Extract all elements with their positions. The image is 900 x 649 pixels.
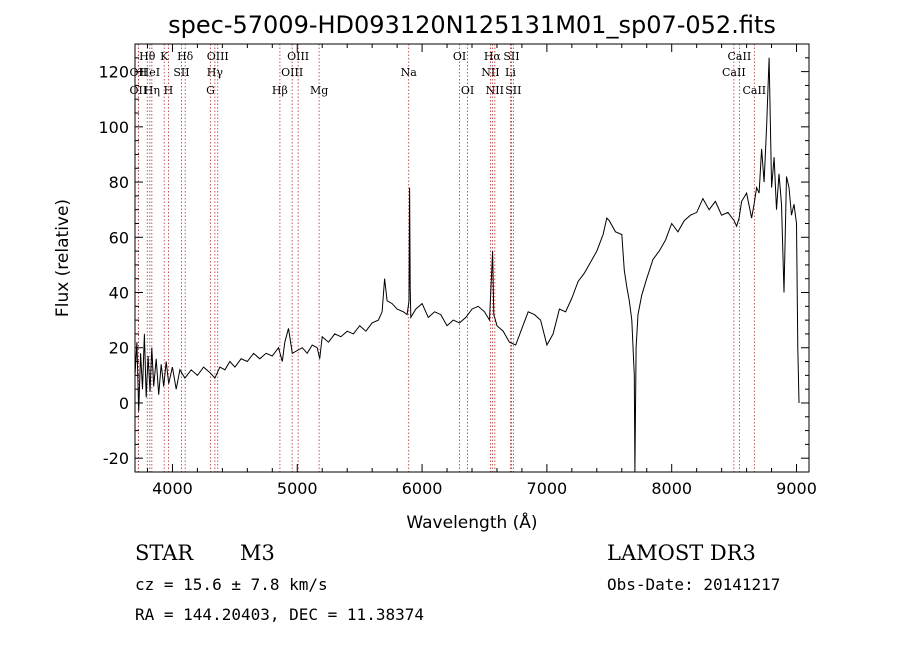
- line-label-13: OIII: [287, 50, 309, 63]
- line-label-27: CaII: [742, 84, 766, 97]
- line-label-21: NII: [486, 84, 504, 97]
- line-label-12: Hβ: [272, 84, 288, 97]
- subclass: M3: [240, 541, 275, 565]
- y-tick-label-7: 120: [98, 63, 129, 82]
- line-label-15: Mg: [310, 84, 328, 97]
- x-tick-label-3: 7000: [527, 479, 568, 498]
- line-label-19: Hα: [484, 50, 502, 63]
- x-tick-label-1: 5000: [277, 479, 318, 498]
- survey-name: LAMOST DR3: [607, 541, 756, 565]
- line-markers: [137, 44, 755, 472]
- x-axis-ticks: 4000 5000 6000 7000 8000 9000: [146, 44, 817, 498]
- line-label-6: H: [164, 84, 174, 97]
- line-label-22: SII: [503, 50, 519, 63]
- line-label-2: OII: [130, 84, 148, 97]
- coordinates: RA = 144.20403, DEC = 11.38374: [135, 605, 424, 624]
- line-label-0: Hθ: [139, 50, 156, 63]
- line-label-17: OI: [453, 50, 466, 63]
- line-label-11: G: [206, 84, 215, 97]
- y-axis-ticks: -20 0 20 40 60 80 100 120: [98, 57, 809, 468]
- line-label-20: NII: [481, 66, 499, 79]
- line-label-25: CaII: [728, 50, 752, 63]
- y-tick-label-1: 0: [119, 394, 129, 413]
- x-tick-label-5: 9000: [776, 479, 817, 498]
- line-label-10: Hγ: [207, 66, 224, 79]
- spectrum-line: [134, 57, 800, 473]
- x-tick-label-2: 6000: [402, 479, 443, 498]
- x-tick-label-4: 8000: [651, 479, 692, 498]
- y-tick-label-0: -20: [103, 449, 129, 468]
- x-tick-label-0: 4000: [152, 479, 193, 498]
- line-label-14: OIII: [281, 66, 303, 79]
- line-label-18: OI: [461, 84, 474, 97]
- line-label-23: Li: [505, 66, 516, 79]
- obs-date: Obs-Date: 20141217: [607, 575, 780, 594]
- line-label-4: Hη: [144, 84, 160, 97]
- redshift-info: cz = 15.6 ± 7.8 km/s: [135, 575, 328, 594]
- object-class: STAR: [135, 541, 194, 565]
- y-tick-label-6: 100: [98, 118, 129, 137]
- line-label-9: OIII: [207, 50, 229, 63]
- line-label-1: OII: [130, 66, 148, 79]
- y-axis-label: Flux (relative): [53, 199, 73, 317]
- y-tick-label-4: 60: [109, 228, 129, 247]
- line-label-24: SII: [505, 84, 521, 97]
- y-tick-label-2: 20: [109, 339, 129, 358]
- y-tick-label-3: 40: [109, 284, 129, 303]
- line-label-16: Na: [401, 66, 418, 79]
- plot-frame: [134, 43, 810, 473]
- line-label-5: K: [160, 50, 169, 63]
- line-label-8: Hδ: [177, 50, 194, 63]
- x-axis-label: Wavelength (Å): [406, 511, 537, 533]
- line-label-26: CaII: [722, 66, 746, 79]
- y-tick-label-5: 80: [109, 173, 129, 192]
- line-label-3: HeI: [140, 66, 160, 79]
- chart-title: spec-57009-HD093120N125131M01_sp07-052.f…: [168, 11, 776, 39]
- line-label-7: SII: [173, 66, 189, 79]
